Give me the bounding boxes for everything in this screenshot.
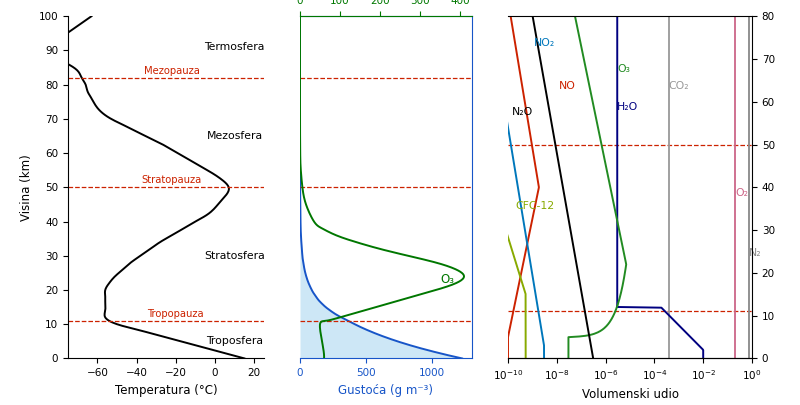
Text: Troposfera: Troposfera (206, 336, 263, 346)
X-axis label: Volumenski udio: Volumenski udio (582, 388, 678, 401)
Text: O₂: O₂ (735, 188, 749, 198)
Text: O₃: O₃ (618, 64, 630, 74)
Text: O₃: O₃ (440, 273, 454, 286)
Text: Termosfera: Termosfera (205, 42, 265, 52)
Text: N₂O: N₂O (512, 107, 534, 117)
Text: CO₂: CO₂ (669, 81, 689, 91)
Text: NO₂: NO₂ (534, 38, 555, 48)
X-axis label: Gustoća (g m⁻³): Gustoća (g m⁻³) (338, 384, 434, 397)
Text: H₂O: H₂O (618, 102, 638, 112)
Text: N₂: N₂ (750, 248, 762, 258)
Text: Tropopauza: Tropopauza (147, 309, 204, 319)
Text: NO: NO (558, 81, 576, 91)
Text: Stratopauza: Stratopauza (142, 175, 202, 185)
Text: Mezosfera: Mezosfera (206, 131, 262, 141)
Y-axis label: Visina (km): Visina (km) (20, 154, 33, 221)
X-axis label: Temperatura (°C): Temperatura (°C) (114, 384, 218, 397)
Text: Mezopauza: Mezopauza (144, 66, 200, 76)
Text: CFC-12: CFC-12 (515, 201, 554, 211)
Text: Stratosfera: Stratosfera (204, 251, 265, 261)
